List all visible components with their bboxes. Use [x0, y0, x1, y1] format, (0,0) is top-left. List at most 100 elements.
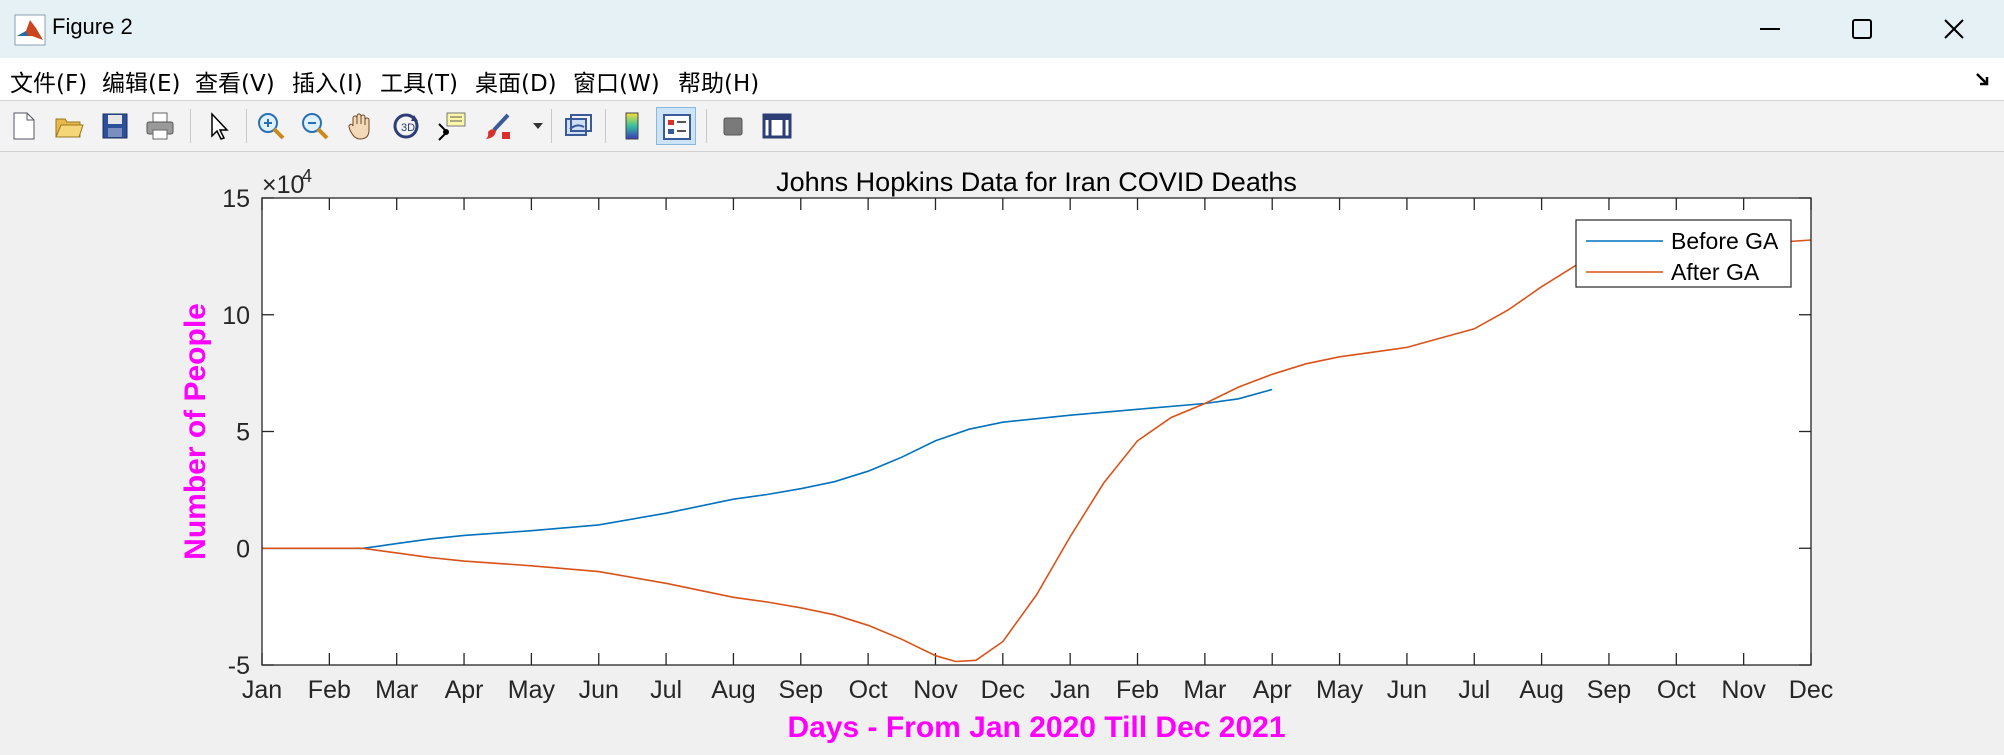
hide-plot-tools-icon	[723, 117, 743, 136]
x-axis-title: Days - From Jan 2020 Till Dec 2021	[787, 711, 1285, 744]
new-file-icon	[13, 112, 35, 140]
brush-dropdown-icon[interactable]	[532, 121, 544, 131]
close-button[interactable]	[1914, 0, 1994, 58]
x-tick-label: Dec	[1789, 676, 1833, 704]
x-tick-label: Sep	[1587, 676, 1631, 704]
axes-box	[261, 197, 1812, 666]
legend-button[interactable]	[656, 107, 696, 145]
series-line-before-ga[interactable]	[262, 388, 1273, 550]
data-cursor-icon	[438, 112, 466, 141]
hand-pan-icon	[348, 113, 370, 140]
edit-plot-button[interactable]	[199, 107, 239, 145]
y-tick-label: -5	[228, 652, 250, 680]
colorbar-icon	[625, 112, 639, 140]
printer-icon	[146, 112, 174, 140]
x-tick-label: Aug	[711, 676, 755, 704]
y-tick-label: 15	[222, 185, 250, 213]
y-axis-title: Number of People	[179, 303, 212, 560]
menu-view[interactable]: 查看(V)	[195, 71, 275, 97]
y-tick-label: 10	[222, 302, 250, 330]
x-tick-label: Jun	[1387, 676, 1427, 704]
y-axis-multiplier: ×10	[262, 171, 304, 199]
close-icon	[1944, 19, 1964, 39]
zoom-out-button[interactable]	[295, 107, 335, 145]
x-tick-label: Jul	[1458, 676, 1490, 704]
menu-tools[interactable]: 工具(T)	[380, 71, 458, 97]
menu-bar: 文件(F) 编辑(E) 查看(V) 插入(I) 工具(T) 桌面(D) 窗口(W…	[0, 58, 2004, 101]
legend-icon	[663, 114, 691, 140]
legend-box[interactable]	[1575, 219, 1792, 288]
window-title: Figure 2	[52, 14, 133, 39]
y-tick-label: 5	[236, 419, 250, 447]
title-bar: Figure 2	[0, 0, 2004, 58]
minimize-icon	[1760, 28, 1780, 30]
pointer-arrow-icon	[211, 112, 229, 140]
x-tick-label: Feb	[1116, 676, 1159, 704]
x-tick-label: Feb	[308, 676, 351, 704]
x-tick-label: Mar	[1183, 676, 1226, 704]
data-cursor-button[interactable]	[432, 107, 472, 145]
show-plot-tools-icon	[762, 113, 792, 139]
maximize-button[interactable]	[1822, 0, 1902, 58]
pan-button[interactable]	[341, 107, 381, 145]
x-tick-label: Aug	[1519, 676, 1563, 704]
menu-edit[interactable]: 编辑(E)	[102, 71, 181, 97]
x-tick-label: May	[1316, 676, 1364, 704]
plot-area[interactable]: Johns Hopkins Data for Iran COVID Deaths…	[179, 166, 1833, 744]
x-tick-label: Jan	[1050, 676, 1090, 704]
figure-canvas: Johns Hopkins Data for Iran COVID Deaths…	[179, 166, 1833, 744]
menu-help[interactable]: 帮助(H)	[678, 71, 760, 97]
toolbar-separator	[551, 109, 552, 143]
toolbar-separator	[190, 109, 191, 143]
zoom-out-icon	[302, 113, 329, 140]
link-plot-button[interactable]	[558, 107, 598, 145]
toolbar-separator	[246, 109, 247, 143]
save-button[interactable]	[95, 107, 135, 145]
x-tick-label: Apr	[445, 676, 484, 704]
x-tick-label: Apr	[1253, 676, 1292, 704]
dock-arrow-icon[interactable]	[1975, 71, 1993, 89]
legend-entry: Before GA	[1671, 228, 1779, 254]
legend-entry: After GA	[1671, 259, 1760, 285]
zoom-in-button[interactable]	[251, 107, 291, 145]
show-plot-tools-button[interactable]	[757, 107, 797, 145]
x-tick-label: Sep	[779, 676, 823, 704]
toolbar: 3D	[0, 101, 2004, 152]
rotate-3d-icon: 3D	[393, 113, 419, 139]
save-disk-icon	[102, 113, 128, 139]
y-tick-label: 0	[236, 535, 250, 563]
x-tick-label: Nov	[913, 676, 958, 704]
hide-plot-tools-button[interactable]	[713, 107, 753, 145]
x-tick-label: May	[508, 676, 556, 704]
axes-background[interactable]	[262, 198, 1811, 665]
print-button[interactable]	[140, 107, 180, 145]
toolbar-separator	[706, 109, 707, 143]
maximize-icon	[1852, 19, 1872, 39]
menu-window[interactable]: 窗口(W)	[573, 71, 660, 97]
brush-icon	[486, 113, 510, 139]
matlab-logo-icon	[14, 14, 46, 46]
brush-button[interactable]	[478, 107, 518, 145]
chart-title: Johns Hopkins Data for Iran COVID Deaths	[776, 167, 1297, 197]
x-tick-label: Oct	[849, 676, 888, 704]
x-tick-label: Jan	[242, 676, 282, 704]
toolbar-separator	[605, 109, 606, 143]
y-axis-multiplier-exponent: 4	[302, 166, 312, 186]
open-file-button[interactable]	[49, 107, 89, 145]
menu-insert[interactable]: 插入(I)	[292, 71, 363, 97]
menu-file[interactable]: 文件(F)	[10, 71, 88, 97]
new-figure-button[interactable]	[4, 107, 44, 145]
svg-text:3D: 3D	[401, 122, 415, 134]
x-tick-label: Mar	[375, 676, 418, 704]
x-tick-label: Dec	[981, 676, 1025, 704]
rotate-3d-button[interactable]: 3D	[386, 107, 426, 145]
colorbar-button[interactable]	[612, 107, 652, 145]
open-folder-icon	[55, 118, 84, 138]
x-tick-label: Jun	[579, 676, 619, 704]
x-tick-label: Jul	[650, 676, 682, 704]
link-plot-icon	[565, 114, 592, 136]
menu-desktop[interactable]: 桌面(D)	[475, 71, 557, 97]
x-tick-label: Oct	[1657, 676, 1696, 704]
minimize-button[interactable]	[1730, 0, 1810, 58]
x-tick-label: Nov	[1721, 676, 1766, 704]
